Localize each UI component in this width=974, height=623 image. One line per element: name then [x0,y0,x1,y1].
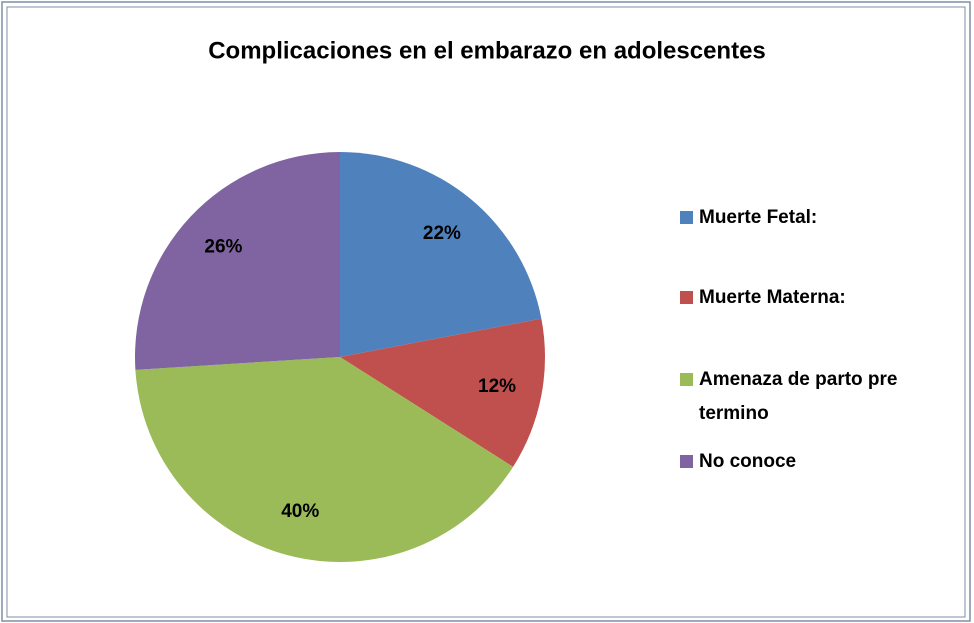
legend-item: Amenaza de parto pre termino [680,363,960,431]
pie-slice [135,152,340,370]
data-label: 40% [281,501,319,522]
legend-label: Muerte Materna: [699,287,846,308]
pie-slice [340,152,542,357]
legend-item: Muerte Materna: [680,281,960,315]
legend-item: Muerte Fetal: [680,201,960,235]
legend-swatch [680,455,693,468]
legend-label: Muerte Fetal: [699,207,818,228]
pie-slice [340,318,545,467]
legend-swatch [680,211,693,224]
data-label: 26% [204,237,242,258]
legend-item: No conoce [680,445,960,479]
legend-label: Amenaza de parto pre termino [699,369,898,424]
inner-border [6,6,966,618]
chart-title: Complicaciones en el embarazo en adolesc… [208,37,766,64]
legend-swatch [680,291,693,304]
legend-swatch [680,373,693,386]
pie-slice [135,357,514,562]
legend-label: No conoce [699,451,797,472]
data-label: 22% [423,223,461,244]
data-label: 12% [478,376,516,397]
